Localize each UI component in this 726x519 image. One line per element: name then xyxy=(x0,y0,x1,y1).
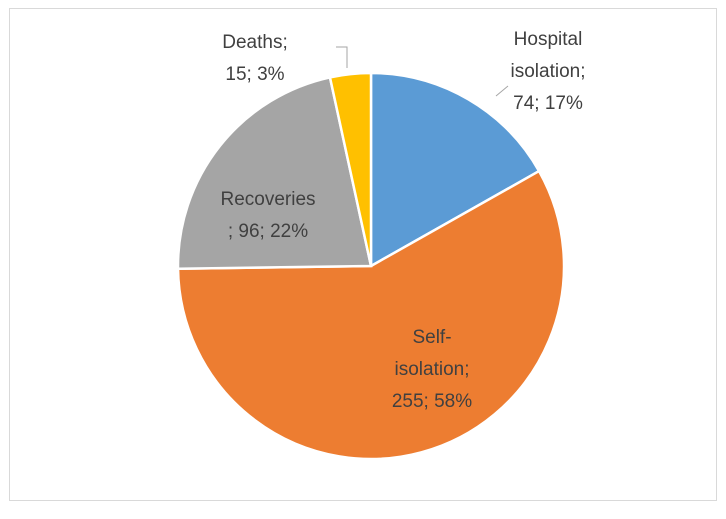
data-label-line: isolation; xyxy=(511,61,586,82)
data-label-line: isolation; xyxy=(395,359,470,380)
data-label-line: Self- xyxy=(412,327,451,348)
data-label-line: ; 96; 22% xyxy=(228,221,308,242)
pie-slice xyxy=(176,169,566,461)
data-label: Hospital isolation; 74; 17% xyxy=(511,29,586,114)
data-label-line: Deaths; xyxy=(222,32,287,53)
data-label: Recoveries ; 96; 22% xyxy=(220,189,315,242)
pie-slice xyxy=(369,71,541,269)
leader-line xyxy=(336,46,348,68)
data-label: Self-isolation; 255; 58% xyxy=(392,327,472,412)
leader-line xyxy=(495,85,509,97)
pie-slice xyxy=(328,71,373,267)
data-label-line: Recoveries xyxy=(220,189,315,210)
data-label-line: 74; 17% xyxy=(513,93,583,114)
data-label: Deaths; 15; 3% xyxy=(222,32,287,85)
data-label-line: 255; 58% xyxy=(392,391,472,412)
data-label-line: Hospital xyxy=(514,29,583,50)
pie-slice xyxy=(176,75,373,271)
data-label-line: 15; 3% xyxy=(225,64,284,85)
